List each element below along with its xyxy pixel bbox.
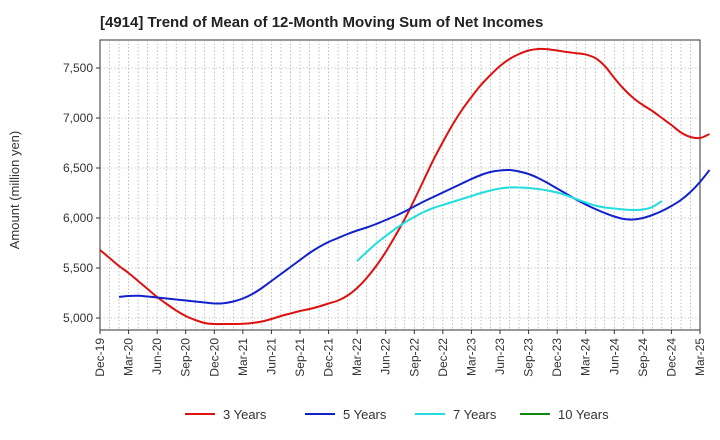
x-tick-label: Mar-21 bbox=[236, 338, 250, 376]
y-tick-label: 5,500 bbox=[63, 261, 93, 275]
legend-label-10-years: 10 Years bbox=[558, 407, 609, 422]
x-tick-label: Dec-22 bbox=[436, 338, 450, 377]
series-line-3-years bbox=[99, 47, 710, 326]
legend-label-5-years: 5 Years bbox=[343, 407, 387, 422]
y-tick-label: 5,000 bbox=[63, 311, 93, 325]
plot-area bbox=[99, 39, 701, 331]
chart-title: [4914] Trend of Mean of 12-Month Moving … bbox=[100, 14, 544, 31]
x-tick-label: Jun-22 bbox=[379, 338, 393, 375]
legend-label-3-years: 3 Years bbox=[223, 407, 267, 422]
x-tick-label: Sep-22 bbox=[407, 338, 421, 377]
x-tick-label: Mar-25 bbox=[693, 338, 707, 376]
x-tick-label: Dec-24 bbox=[664, 338, 678, 377]
y-tick-label: 6,500 bbox=[63, 161, 93, 175]
x-tick-label: Jun-23 bbox=[493, 338, 507, 375]
x-tick-label: Mar-20 bbox=[122, 338, 136, 376]
y-tick-label: 7,500 bbox=[63, 61, 93, 75]
x-tick-label: Mar-22 bbox=[350, 338, 364, 376]
x-tick-label: Dec-20 bbox=[207, 338, 221, 377]
x-tick-label: Dec-19 bbox=[93, 338, 107, 377]
y-tick-label: 6,000 bbox=[63, 211, 93, 225]
x-tick-label: Jun-20 bbox=[150, 338, 164, 375]
x-tick-label: Sep-24 bbox=[636, 338, 650, 377]
x-tick-label: Sep-21 bbox=[293, 338, 307, 377]
y-axis-label: Amount (million yen) bbox=[7, 131, 22, 250]
x-tick-label: Sep-23 bbox=[522, 338, 536, 377]
y-tick-label: 7,000 bbox=[63, 111, 93, 125]
x-tick-label: Dec-21 bbox=[322, 338, 336, 377]
series-line-5-years bbox=[118, 168, 711, 305]
x-tick-label: Jun-24 bbox=[607, 338, 621, 375]
legend-label-7-years: 7 Years bbox=[453, 407, 497, 422]
x-tick-label: Dec-23 bbox=[550, 338, 564, 377]
series-lines bbox=[99, 47, 711, 326]
x-tick-label: Mar-23 bbox=[464, 338, 478, 376]
series-line-7-years bbox=[356, 186, 663, 262]
x-tick-label: Sep-20 bbox=[179, 338, 193, 377]
y-axis-ticks: 5,000 5,500 6,000 6,500 7,000 7,500 bbox=[63, 61, 100, 325]
x-tick-label: Jun-21 bbox=[264, 338, 278, 375]
legend: 3 Years 5 Years 7 Years 10 Years bbox=[185, 407, 609, 422]
x-tick-label: Mar-24 bbox=[579, 338, 593, 376]
x-axis-ticks: Dec-19 Mar-20 Jun-20 Sep-20 Dec-20 Mar-21 Jun-… bbox=[93, 330, 707, 377]
